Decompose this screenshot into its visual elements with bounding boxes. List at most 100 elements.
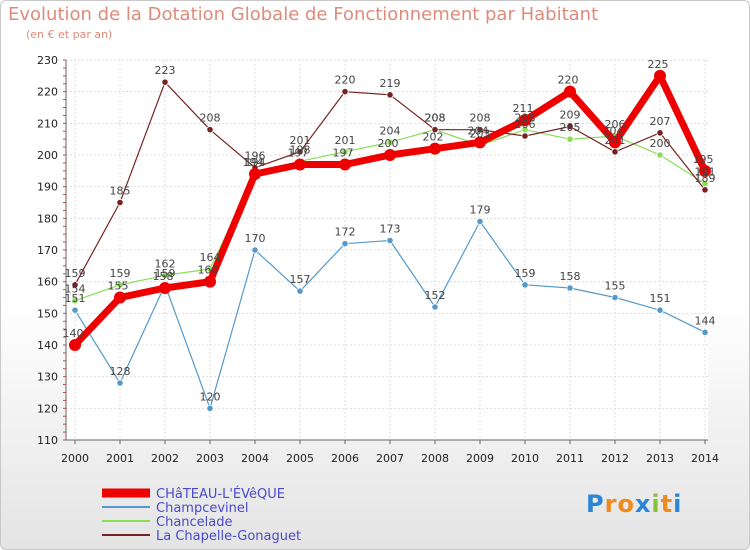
x-tick-label: 2004 (241, 452, 269, 465)
data-label: 140 (63, 327, 84, 340)
data-point (476, 126, 484, 134)
data-point (114, 291, 126, 304)
data-point (429, 142, 441, 155)
data-label: 159 (65, 267, 86, 280)
data-label: 207 (650, 115, 671, 128)
legend-label: Champcevinel (156, 501, 249, 516)
data-label: 164 (200, 251, 221, 264)
y-tick-label: 170 (37, 244, 58, 257)
data-point (204, 275, 216, 288)
data-point (521, 132, 529, 140)
data-point (249, 168, 261, 180)
data-label: 120 (200, 390, 221, 403)
y-tick-label: 230 (37, 54, 58, 67)
data-label: 173 (380, 223, 401, 236)
data-label: 197 (288, 147, 309, 160)
x-tick-label: 2005 (286, 452, 314, 465)
y-tick-label: 190 (37, 181, 58, 194)
x-tick-label: 2010 (511, 452, 539, 465)
data-label: 154 (65, 283, 86, 296)
data-label: 201 (605, 134, 626, 147)
x-tick-label: 2014 (691, 452, 719, 465)
data-label: 206 (515, 118, 536, 131)
data-point (206, 404, 214, 412)
data-label: 225 (648, 58, 669, 71)
chart-title: Evolution de la Dotation Globale de Fonc… (8, 4, 599, 25)
data-label: 157 (290, 273, 311, 286)
y-tick-label: 120 (37, 402, 58, 415)
y-tick-label: 110 (37, 434, 58, 447)
y-tick-label: 130 (37, 371, 58, 384)
data-point (611, 148, 619, 156)
data-point (341, 88, 349, 96)
data-label: 194 (243, 156, 264, 169)
legend-label: CHâTEAU-L'ÉVêQUE (156, 486, 285, 502)
y-tick-label: 220 (37, 86, 58, 99)
logo-letter: x (634, 490, 652, 518)
data-label: 220 (335, 74, 356, 87)
data-point (69, 339, 81, 351)
y-tick-label: 210 (37, 117, 58, 130)
data-point (609, 136, 621, 149)
logo-letter: r (604, 490, 618, 518)
data-label: 170 (245, 232, 266, 245)
data-point (116, 379, 124, 387)
data-point (654, 69, 666, 82)
data-label: 200 (378, 137, 399, 150)
data-point (431, 126, 439, 134)
x-tick-label: 2007 (376, 452, 404, 465)
x-tick-label: 2012 (601, 452, 629, 465)
data-point (566, 122, 574, 131)
chart-subtitle: (en € et par an) (26, 28, 113, 41)
data-label: 185 (110, 185, 131, 198)
x-tick-label: 2003 (196, 452, 224, 465)
data-point (564, 85, 576, 98)
proxiti-logo: Proxiti (586, 490, 682, 518)
data-label: 155 (605, 280, 626, 293)
data-point (431, 303, 439, 311)
data-point (474, 136, 486, 149)
data-label: 211 (513, 102, 534, 115)
data-point (566, 135, 574, 143)
data-point (116, 198, 124, 207)
x-tick-label: 2000 (61, 452, 89, 465)
data-label: 195 (693, 153, 714, 166)
x-tick-label: 2008 (421, 452, 449, 465)
data-label: 191 (695, 166, 716, 179)
logo-letter: t (660, 490, 674, 518)
data-label: 197 (333, 147, 354, 160)
data-point (699, 164, 711, 177)
data-label: 206 (605, 118, 626, 131)
data-point (116, 281, 124, 289)
data-point (161, 78, 169, 86)
logo-letter: i (651, 490, 661, 518)
x-tick-label: 2013 (646, 452, 674, 465)
data-label: 128 (110, 365, 131, 378)
data-point (71, 297, 79, 305)
y-tick-label: 150 (37, 307, 58, 320)
data-point (476, 217, 484, 226)
data-point (386, 236, 394, 245)
data-point (71, 281, 79, 289)
data-label: 208 (425, 112, 446, 125)
data-label: 160 (198, 264, 219, 277)
data-point (386, 138, 394, 146)
data-label: 172 (335, 226, 356, 239)
data-point (339, 158, 351, 171)
data-label: 220 (558, 74, 579, 87)
data-label: 179 (470, 204, 491, 217)
data-point (161, 271, 169, 279)
data-label: 158 (560, 270, 581, 283)
data-label: 196 (245, 150, 266, 163)
logo-letter: i (673, 490, 683, 518)
data-label: 155 (108, 280, 129, 293)
data-label: 202 (423, 131, 444, 144)
data-label: 208 (470, 112, 491, 125)
data-label: 144 (695, 314, 716, 327)
x-tick-label: 2001 (106, 452, 134, 465)
logo-letter: o (617, 490, 635, 518)
data-point (296, 287, 304, 295)
y-tick-label: 160 (37, 276, 58, 289)
data-point (341, 148, 349, 156)
